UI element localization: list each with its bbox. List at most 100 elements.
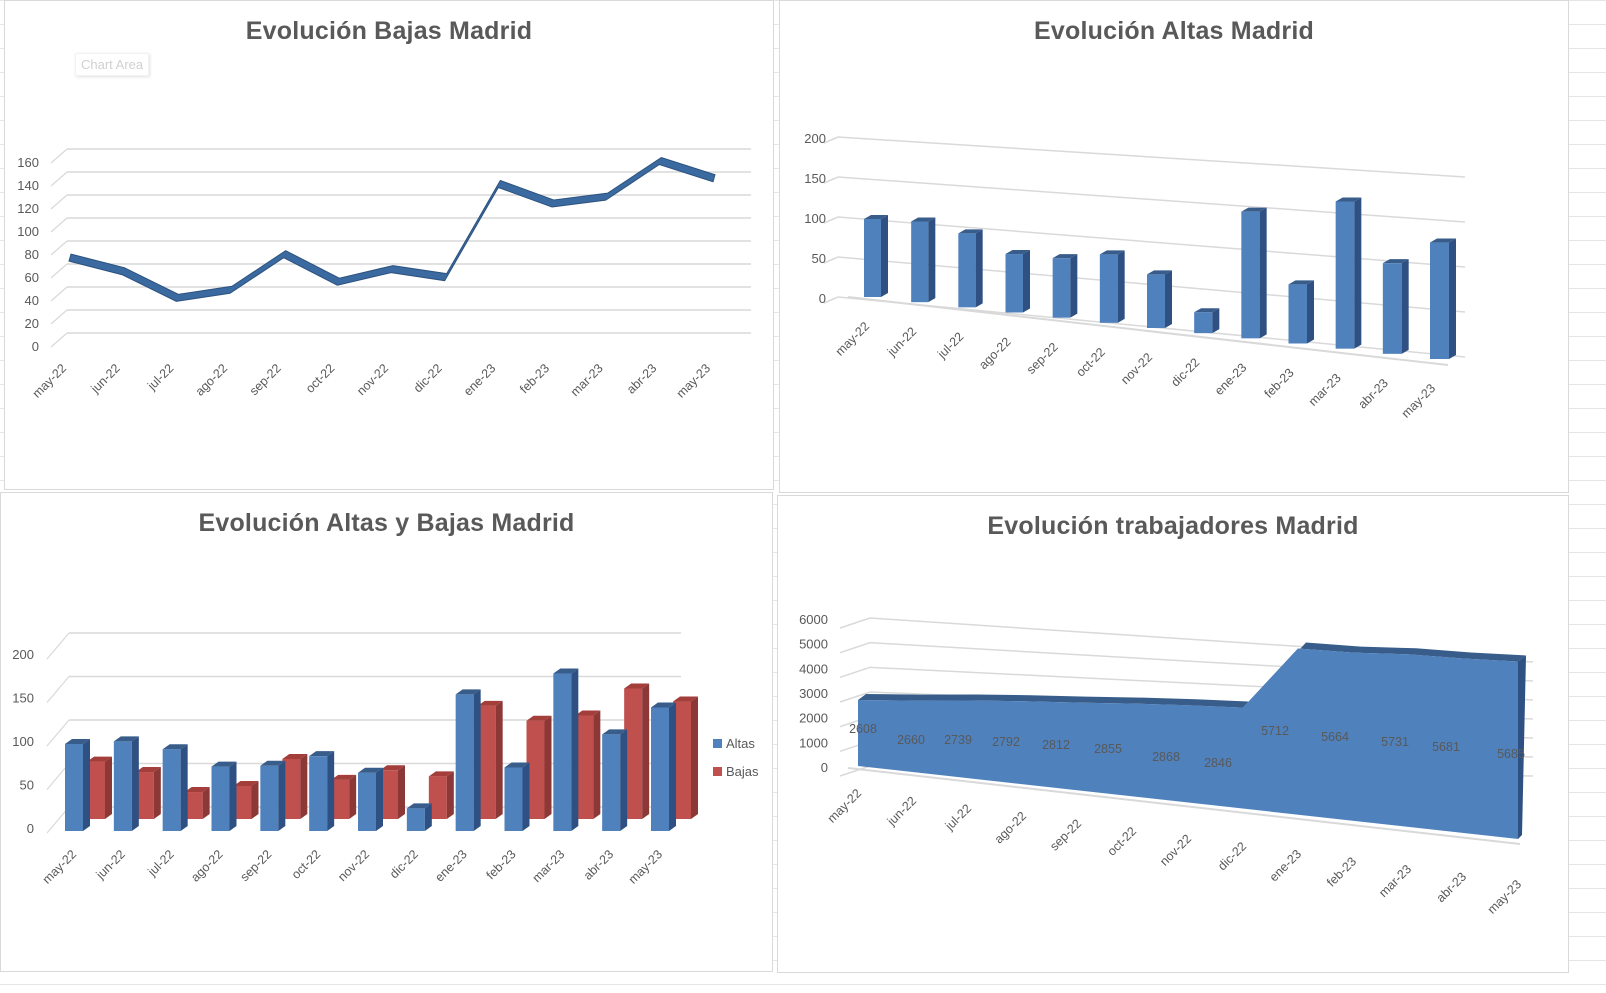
altas-column[interactable] [864, 219, 881, 297]
trabajadores-area-series[interactable] [858, 648, 1518, 839]
y-tick-label: 40 [25, 293, 39, 308]
altas-column[interactable] [1099, 254, 1118, 323]
chart-bajas-panel[interactable]: Evolución Bajas Madrid Chart Area 0 20 40 6… [4, 0, 774, 490]
altas-column-top [1430, 238, 1456, 243]
column-chart-plot[interactable]: 0 50 100 150 200 may-22 jun-22 jul-22 ago-22 sep-… [780, 1, 1569, 493]
x-tick-label: dic-22 [1215, 839, 1249, 873]
altas-column[interactable] [1005, 254, 1024, 313]
bajas-column-side [153, 767, 161, 819]
altas-column[interactable] [211, 766, 230, 831]
bajas-column[interactable] [282, 758, 301, 819]
altas-column[interactable] [958, 233, 976, 308]
altas-column-side [1070, 254, 1078, 318]
altas-column[interactable] [1241, 211, 1260, 339]
chart-altas-panel[interactable]: Evolución Altas Madrid 0 50 100 150 200 may-2… [779, 0, 1569, 493]
bajas-column[interactable] [575, 715, 594, 819]
bajas-column[interactable] [624, 688, 643, 820]
altas-column[interactable] [162, 749, 181, 831]
y-tick-label: 200 [804, 131, 826, 146]
altas-column[interactable] [113, 741, 132, 831]
y-tick-label: 160 [17, 155, 39, 170]
bajas-column[interactable] [428, 776, 447, 819]
altas-column-side [131, 736, 139, 831]
altas-column[interactable] [1147, 274, 1165, 328]
x-tick-label: mar-23 [530, 847, 568, 885]
altas-column-top [358, 767, 383, 773]
altas-column[interactable] [1052, 258, 1071, 318]
altas-column[interactable] [911, 221, 929, 303]
altas-column[interactable] [455, 694, 474, 831]
chart-trabajadores-panel[interactable]: Evolución trabajadores Madrid 0 1000 2000 3… [777, 495, 1569, 973]
altas-column-side [1117, 250, 1125, 323]
bajas-column[interactable] [673, 701, 691, 819]
altas-column[interactable] [1288, 284, 1308, 344]
altas-column[interactable] [406, 808, 425, 831]
altas-column[interactable] [602, 734, 621, 831]
altas-column-top [1382, 259, 1409, 264]
altas-column[interactable] [65, 744, 83, 831]
altas-column-top [1099, 250, 1125, 255]
bajas-column[interactable] [380, 770, 398, 819]
bajas-column[interactable] [526, 720, 545, 819]
area-chart-plot[interactable]: 0 1000 2000 3000 4000 5000 6000 2608 2660 2739 279… [778, 496, 1569, 973]
bajas-column[interactable] [87, 761, 105, 819]
altas-column[interactable] [504, 767, 523, 831]
legend-item-bajas[interactable]: Bajas [713, 757, 759, 785]
gridline [823, 136, 1466, 178]
x-tick-label: may-23 [1399, 381, 1438, 420]
y-tick-label: 5000 [799, 637, 828, 652]
bajas-column-side [691, 696, 698, 819]
bajas-column[interactable] [135, 772, 154, 819]
altas-column-side [229, 761, 237, 831]
x-tick-label: may-23 [626, 847, 665, 886]
altas-column-side [327, 751, 335, 831]
altas-column-side [473, 689, 481, 831]
x-tick-label: nov-22 [1157, 832, 1194, 869]
altas-column-side [180, 744, 188, 831]
altas-column-top [864, 215, 888, 219]
data-label: 2660 [897, 733, 925, 747]
bajas-column[interactable] [331, 779, 350, 819]
gridline [823, 176, 1466, 223]
chart-legend[interactable]: Altas Bajas [713, 729, 759, 785]
altas-column[interactable] [260, 765, 279, 831]
gridline-depth [50, 286, 68, 302]
x-tick-label: may-22 [825, 786, 864, 825]
x-tick-label: abr-23 [581, 847, 616, 882]
y-tick-label: 20 [25, 316, 39, 331]
clustered-column-chart-plot[interactable]: 0 50 100 150 200 may-22 jun-22 jul-22 ago-22 sep-… [1, 493, 773, 972]
y-tick-label: 150 [804, 171, 826, 186]
bajas-column[interactable] [233, 785, 252, 819]
altas-column[interactable] [1194, 312, 1213, 334]
altas-column-top [958, 229, 983, 234]
y-tick-label: 200 [12, 647, 34, 662]
bajas-line-series[interactable] [68, 156, 716, 302]
y-tick-label: 100 [12, 734, 34, 749]
altas-column[interactable] [553, 673, 572, 831]
altas-column[interactable] [1382, 263, 1402, 354]
x-tick-label: dic-22 [411, 361, 445, 395]
x-tick-label: ene-23 [1267, 847, 1304, 884]
altas-column-side [928, 217, 936, 303]
line-chart-plot[interactable]: 0 20 40 60 80 100 120 140 160 may-22 jun-22 jul-22 a… [5, 1, 774, 490]
altas-column-top [651, 702, 676, 708]
bajas-column-side [446, 771, 454, 819]
x-tick-label: dic-22 [1168, 355, 1202, 389]
altas-column-side [1401, 259, 1409, 354]
chart-altas-bajas-panel[interactable]: Evolución Altas y Bajas Madrid 0 50 100 150… [0, 492, 773, 972]
altas-column[interactable] [358, 772, 376, 831]
gridline-depth [50, 148, 68, 164]
altas-column[interactable] [651, 707, 669, 831]
bajas-column[interactable] [477, 705, 496, 819]
altas-column-top [911, 217, 936, 222]
altas-column[interactable] [309, 756, 328, 831]
bajas-column[interactable] [184, 792, 203, 819]
gridline-depth [50, 194, 68, 210]
altas-column-side [424, 803, 432, 831]
altas-column[interactable] [1335, 201, 1355, 349]
legend-item-altas[interactable]: Altas [713, 729, 759, 757]
altas-column[interactable] [1430, 242, 1449, 359]
chart-title: Evolución Altas y Bajas Madrid [198, 509, 575, 537]
gridline-depth [46, 719, 70, 747]
x-axis-floor [847, 767, 1521, 845]
